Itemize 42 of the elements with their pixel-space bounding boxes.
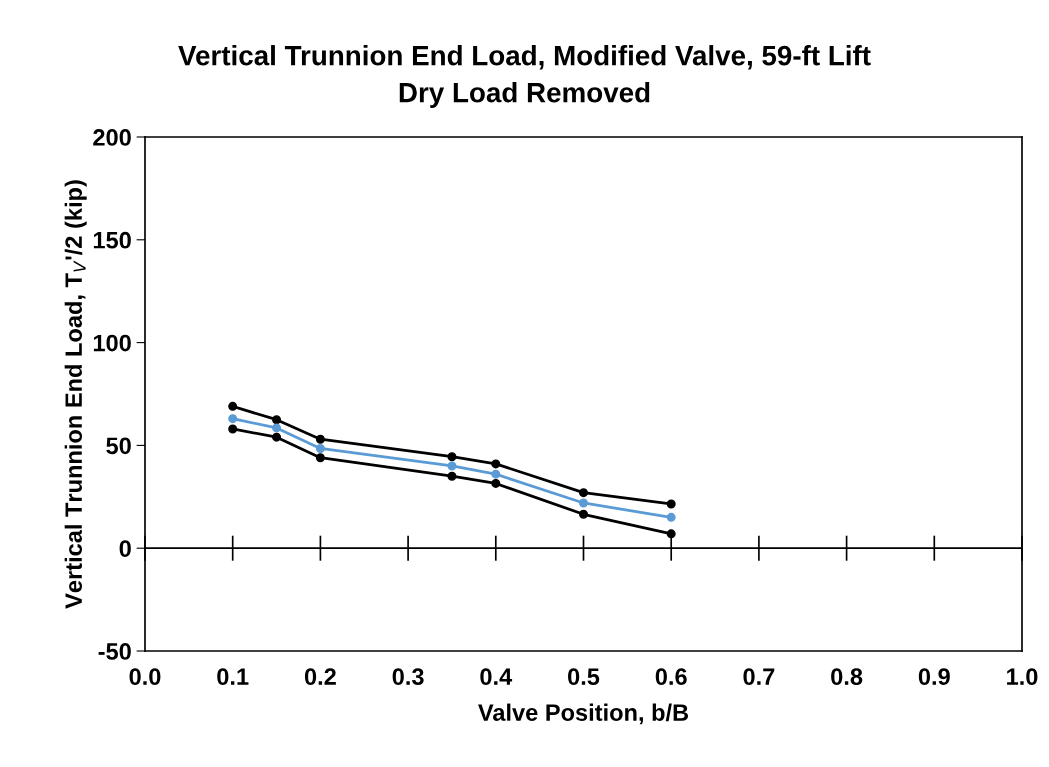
- x-tick-label: 0.6: [655, 668, 687, 686]
- x-tick-label: 0.8: [831, 668, 863, 686]
- point: [579, 509, 588, 519]
- point: [272, 415, 282, 425]
- x-axis-title: Valve Position, b/B: [478, 703, 689, 725]
- point: [272, 423, 282, 433]
- chart-title: Vertical Trunnion End Load, Modified Valve, 59-ft Lift: [178, 45, 871, 70]
- point: [447, 471, 457, 481]
- point: [228, 401, 238, 411]
- point: [666, 512, 676, 522]
- point: [228, 424, 238, 434]
- point: [666, 529, 676, 539]
- y-tick-label: 0: [119, 540, 131, 557]
- y-tick-label: 100: [93, 334, 131, 352]
- point: [666, 499, 676, 509]
- point: [491, 478, 501, 488]
- point: [491, 459, 501, 469]
- x-tick-label: 0.1: [217, 668, 249, 686]
- x-tick-label: 1.0: [1007, 668, 1038, 686]
- y-axis-title: Vertical Trunnion End Load, T$_{V}$'/2 (kip): [64, 180, 87, 609]
- x-tick-label: 0.3: [392, 668, 424, 686]
- point: [315, 443, 325, 453]
- x-tick-label: 0.9: [918, 668, 950, 686]
- x-tick-label: 0.4: [480, 668, 513, 686]
- point: [579, 498, 588, 508]
- point: [447, 452, 457, 462]
- y-tick-label: 50: [106, 437, 131, 455]
- x-tick-label: 0.0: [129, 668, 161, 686]
- x-tick-label: 0.5: [568, 668, 600, 686]
- x-tick-label: 0.2: [304, 668, 336, 686]
- point: [315, 453, 325, 463]
- x-tick-label: 0.7: [743, 668, 775, 686]
- y-tick-label: -50: [98, 643, 131, 660]
- point: [447, 461, 457, 471]
- point: [315, 434, 325, 444]
- y-tick-label: 200: [93, 129, 131, 146]
- point: [228, 414, 238, 424]
- point: [491, 469, 501, 479]
- chart-subtitle: Dry Load Removed: [399, 82, 650, 108]
- y-tick-label: 150: [93, 231, 131, 249]
- point: [579, 488, 588, 498]
- point: [272, 432, 282, 442]
